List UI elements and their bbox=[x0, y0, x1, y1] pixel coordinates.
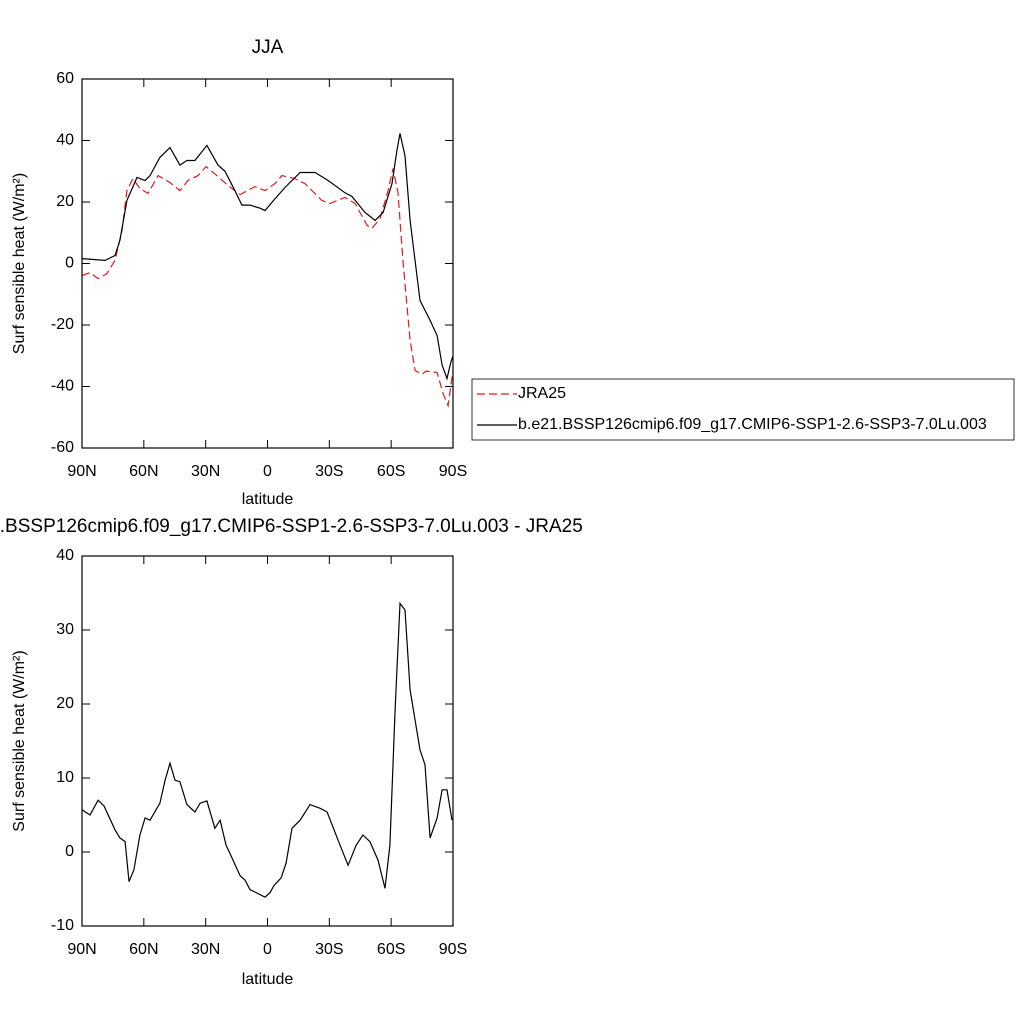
x-tick-label: 90S bbox=[439, 941, 467, 958]
x-tick-label: 60N bbox=[129, 941, 158, 958]
x-axis-label: latitude bbox=[242, 491, 294, 508]
x-tick-label: 90S bbox=[439, 463, 467, 480]
y-tick-label: 40 bbox=[56, 547, 74, 564]
series-line bbox=[81, 165, 454, 408]
y-tick-label: -10 bbox=[51, 917, 74, 934]
x-axis-label: latitude bbox=[242, 971, 294, 988]
y-tick-label: 30 bbox=[56, 621, 74, 638]
y-axis-label: Surf sensible heat (W/m²) bbox=[11, 650, 28, 831]
x-tick-label: 60S bbox=[377, 463, 405, 480]
x-tick-label: 0 bbox=[263, 941, 272, 958]
y-tick-label: 10 bbox=[56, 769, 74, 786]
x-tick-label: 60S bbox=[377, 941, 405, 958]
y-tick-label: 20 bbox=[56, 695, 74, 712]
x-tick-label: 30S bbox=[315, 463, 343, 480]
y-tick-label: 60 bbox=[56, 70, 74, 87]
x-tick-label: 0 bbox=[263, 463, 272, 480]
y-tick-label: 20 bbox=[56, 193, 74, 210]
y-tick-label: 0 bbox=[65, 843, 74, 860]
series-line bbox=[81, 601, 453, 898]
legend-label: JRA25 bbox=[518, 385, 566, 402]
x-tick-label: 90N bbox=[67, 941, 96, 958]
legend-label: b.e21.BSSP126cmip6.f09_g17.CMIP6-SSP1-2.… bbox=[518, 416, 987, 433]
y-tick-label: -20 bbox=[51, 316, 74, 333]
x-tick-label: 60N bbox=[129, 463, 158, 480]
plot-frame bbox=[81, 78, 454, 449]
legend-box bbox=[471, 378, 1015, 441]
x-tick-label: 30N bbox=[191, 463, 220, 480]
x-tick-label: 90N bbox=[67, 463, 96, 480]
y-tick-label: 0 bbox=[65, 255, 74, 272]
y-axis-label: Surf sensible heat (W/m²) bbox=[11, 173, 28, 354]
x-tick-label: 30N bbox=[191, 941, 220, 958]
plot-frame bbox=[81, 555, 454, 927]
y-tick-label: 40 bbox=[56, 132, 74, 149]
y-tick-label: -60 bbox=[51, 439, 74, 456]
chart-title: JJA bbox=[252, 37, 284, 58]
chart-title: b.e21.BSSP126cmip6.f09_g17.CMIP6-SSP1-2.… bbox=[0, 516, 583, 537]
x-tick-label: 30S bbox=[315, 941, 343, 958]
y-tick-label: -40 bbox=[51, 378, 74, 395]
series-line bbox=[81, 133, 454, 381]
